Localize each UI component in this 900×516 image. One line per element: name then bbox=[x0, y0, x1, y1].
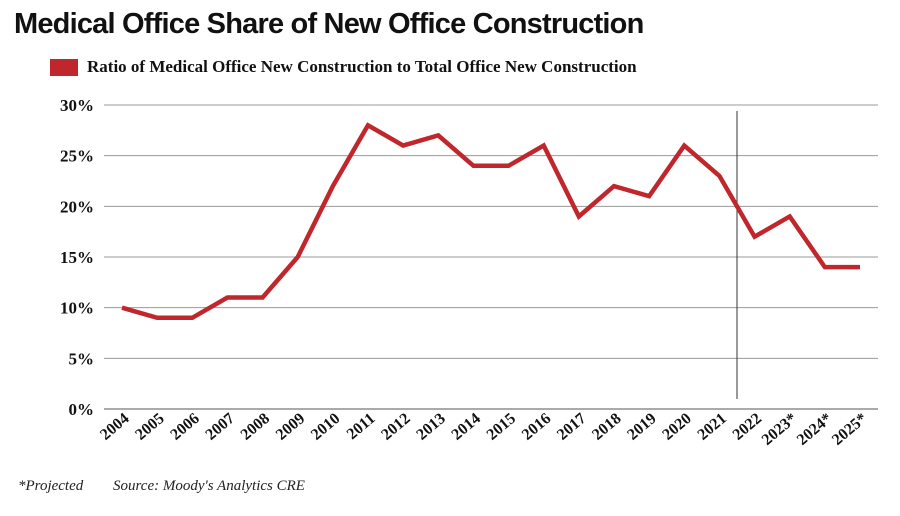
y-tick-label: 15% bbox=[60, 248, 94, 267]
x-tick-label: 2014 bbox=[449, 410, 484, 444]
gridlines bbox=[104, 104, 878, 410]
x-tick-label: 2018 bbox=[589, 410, 624, 444]
x-tick-label: 2025* bbox=[829, 410, 871, 449]
chart-title: Medical Office Share of New Office Const… bbox=[14, 8, 644, 40]
series-group bbox=[121, 122, 861, 321]
x-tick-label: 2024* bbox=[794, 410, 836, 449]
y-tick-label: 25% bbox=[60, 147, 94, 166]
x-tick-label: 2006 bbox=[167, 410, 202, 444]
x-tick-label: 2013 bbox=[413, 410, 448, 444]
y-tick-label: 10% bbox=[60, 299, 94, 318]
x-tick-label: 2017 bbox=[554, 410, 589, 444]
x-tick-label: 2021 bbox=[695, 410, 730, 444]
x-tick-label: 2008 bbox=[238, 410, 273, 444]
x-tick-label: 2004 bbox=[97, 410, 132, 444]
series-line bbox=[121, 122, 860, 321]
y-tick-label: 5% bbox=[69, 349, 95, 368]
x-tick-label: 2012 bbox=[378, 410, 413, 444]
x-tick-label: 2009 bbox=[273, 410, 308, 444]
x-tick-label: 2020 bbox=[659, 410, 694, 444]
x-tick-label: 2016 bbox=[519, 410, 554, 444]
source-note: Source: Moody's Analytics CRE bbox=[113, 478, 305, 494]
x-tick-label: 2023* bbox=[759, 410, 801, 449]
x-tick-label: 2007 bbox=[203, 410, 238, 444]
legend-label: Ratio of Medical Office New Construction… bbox=[87, 57, 637, 76]
y-axis-ticks: 0% 5% 10% 15% 20% 25% 30% bbox=[60, 96, 94, 419]
legend: Ratio of Medical Office New Construction… bbox=[50, 57, 637, 77]
y-tick-label: 0% bbox=[69, 400, 95, 419]
footer: *Projected Source: Moody's Analytics CRE bbox=[18, 478, 305, 495]
x-axis-ticks: 2004 2005 2006 2007 2008 2009 2010 2011 2012 2013… bbox=[97, 410, 870, 449]
y-tick-label: 30% bbox=[60, 96, 94, 115]
x-tick-label: 2011 bbox=[344, 410, 379, 443]
legend-swatch bbox=[50, 58, 78, 76]
x-tick-label: 2015 bbox=[484, 410, 519, 444]
x-tick-label: 2019 bbox=[624, 410, 659, 444]
x-tick-label: 2010 bbox=[308, 410, 343, 444]
y-tick-label: 20% bbox=[60, 197, 94, 216]
x-tick-label: 2005 bbox=[132, 410, 167, 444]
projected-note: *Projected bbox=[18, 478, 84, 494]
